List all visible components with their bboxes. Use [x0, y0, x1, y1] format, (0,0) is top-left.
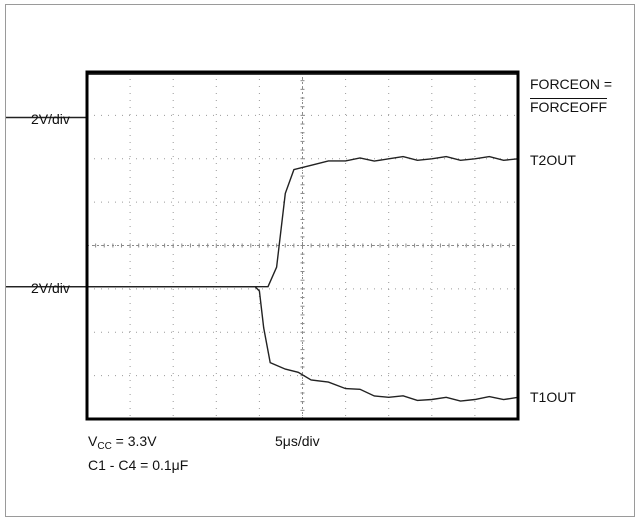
vcc-prefix: V [88, 433, 98, 449]
trace-forceon [6, 73, 518, 119]
time-scale-label: 5μs/div [275, 433, 320, 449]
vcc-annotation: VCC = 3.3V [88, 433, 157, 452]
trace-label-forceon: FORCEON = [530, 76, 612, 92]
ch2-vertical-scale-label: 2V/div [31, 280, 70, 296]
ch1-vertical-scale-label: 2V/div [31, 111, 70, 127]
forceon-text: FORCEON = [530, 76, 613, 92]
vcc-value: = 3.3V [111, 433, 157, 449]
plot-grid [87, 72, 518, 419]
trace-label-t2out: T2OUT [530, 152, 576, 168]
trace-t2out [6, 155, 519, 288]
trace-t1out [6, 286, 519, 402]
plot-traces [6, 73, 519, 402]
vcc-subscript: CC [97, 441, 112, 452]
figure-border [5, 4, 635, 517]
plot-frame [85, 70, 520, 421]
trace-label-t1out: T1OUT [530, 389, 576, 405]
trace-label-forceoff: FORCEOFF [530, 99, 607, 115]
capacitor-annotation: C1 - C4 = 0.1μF [88, 457, 189, 473]
